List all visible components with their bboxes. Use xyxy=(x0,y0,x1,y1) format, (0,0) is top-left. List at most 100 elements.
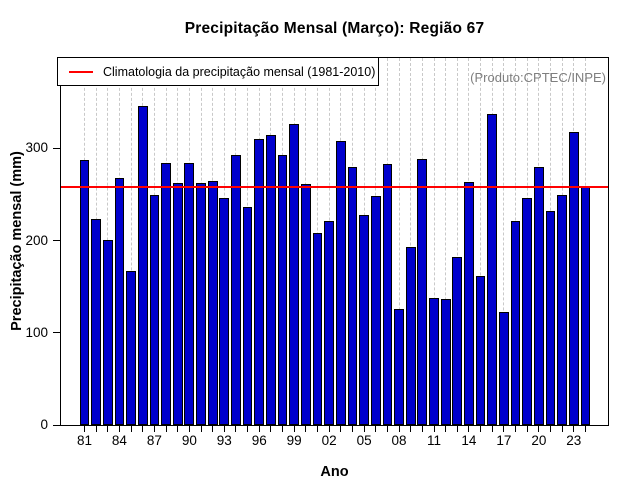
bar-2021 xyxy=(545,211,556,425)
x-tick xyxy=(247,426,249,432)
x-tick-label-1990: 90 xyxy=(181,433,197,448)
x-tick xyxy=(491,426,493,432)
x-tick xyxy=(235,426,237,432)
bar-2006 xyxy=(370,196,381,425)
x-tick xyxy=(317,426,318,432)
x-tick xyxy=(165,426,167,432)
x-tick xyxy=(282,426,284,432)
x-tick xyxy=(480,426,482,432)
x-tick xyxy=(200,426,202,432)
x-tick xyxy=(177,426,179,432)
bar-1991 xyxy=(196,183,206,425)
bar-1993 xyxy=(219,198,230,425)
bar-2014 xyxy=(464,181,474,425)
x-tick xyxy=(433,426,435,432)
x-tick xyxy=(328,426,330,432)
x-tick xyxy=(386,426,388,432)
x-tick xyxy=(550,426,551,432)
bar-2003 xyxy=(335,141,346,425)
x-tick xyxy=(212,426,214,432)
bar-2010 xyxy=(417,159,428,425)
bar-2016 xyxy=(487,114,498,425)
x-tick xyxy=(421,426,423,432)
bar-1995 xyxy=(242,207,253,425)
y-tick xyxy=(53,424,60,426)
x-tick xyxy=(375,426,377,432)
bar-1988 xyxy=(161,163,171,425)
x-tick-label-2017: 17 xyxy=(496,433,512,448)
y-tick-label-100: 100 xyxy=(25,324,48,340)
x-tick-label-1999: 99 xyxy=(286,433,302,448)
x-tick xyxy=(293,426,295,432)
bar-2015 xyxy=(475,275,486,425)
x-tick xyxy=(95,426,97,432)
bar-1987 xyxy=(149,195,160,425)
bar-2005 xyxy=(359,214,369,425)
x-tick-label-2005: 05 xyxy=(356,433,372,448)
bar-1984 xyxy=(114,177,125,425)
x-tick xyxy=(561,426,563,432)
bar-2009 xyxy=(405,247,416,425)
y-tick-label-0: 0 xyxy=(40,417,48,432)
bar-1998 xyxy=(277,154,288,425)
bar-1996 xyxy=(254,139,265,425)
bar-2012 xyxy=(440,298,451,425)
bar-2022 xyxy=(557,195,568,425)
x-tick-label-2020: 20 xyxy=(531,433,547,448)
x-tick xyxy=(84,426,85,432)
x-tick xyxy=(153,426,155,432)
x-tick xyxy=(515,426,517,432)
bar-2011 xyxy=(429,297,439,425)
gridline xyxy=(130,58,132,425)
bar-1994 xyxy=(231,154,241,425)
bar-1992 xyxy=(207,180,218,425)
bar-2024 xyxy=(580,187,591,425)
x-tick xyxy=(130,426,132,432)
bar-1997 xyxy=(266,135,276,425)
gridline xyxy=(410,58,412,425)
x-tick xyxy=(258,426,260,432)
bar-1986 xyxy=(137,105,148,425)
x-tick xyxy=(468,426,470,432)
bar-2019 xyxy=(522,198,533,425)
y-tick xyxy=(53,147,60,149)
x-tick xyxy=(456,426,458,432)
x-tick xyxy=(188,426,190,432)
bar-2018 xyxy=(510,221,521,425)
x-tick xyxy=(573,426,575,432)
x-tick xyxy=(107,426,109,432)
gridline xyxy=(503,58,505,425)
x-tick xyxy=(526,426,528,432)
bar-1989 xyxy=(172,183,183,425)
bar-2007 xyxy=(382,164,393,425)
x-tick-label-2023: 23 xyxy=(566,433,582,448)
y-tick-label-200: 200 xyxy=(25,232,48,248)
x-tick xyxy=(584,426,586,432)
x-tick-label-2002: 02 xyxy=(321,433,337,448)
x-tick xyxy=(503,426,505,432)
x-tick xyxy=(410,426,412,432)
produto-annotation: (Produto:CPTEC/INPE) xyxy=(470,70,606,85)
x-tick xyxy=(118,426,120,432)
bar-1999 xyxy=(289,124,300,425)
x-tick xyxy=(142,426,144,432)
x-tick-label-2014: 14 xyxy=(461,433,477,448)
gridline xyxy=(398,58,400,425)
x-tick xyxy=(270,426,272,432)
x-tick xyxy=(340,426,342,432)
gridline xyxy=(480,58,482,425)
x-tick xyxy=(363,426,365,432)
x-tick-label-1993: 93 xyxy=(216,433,232,448)
bar-1983 xyxy=(102,239,113,425)
bar-1981 xyxy=(79,160,90,425)
gridline xyxy=(445,58,447,425)
x-tick xyxy=(445,426,447,432)
x-tick xyxy=(398,426,400,432)
plot-area xyxy=(60,57,609,426)
y-tick xyxy=(53,332,60,334)
bar-2023 xyxy=(568,131,579,425)
x-tick-label-1984: 84 xyxy=(111,433,127,448)
bar-2017 xyxy=(499,311,509,425)
x-tick xyxy=(223,426,225,432)
